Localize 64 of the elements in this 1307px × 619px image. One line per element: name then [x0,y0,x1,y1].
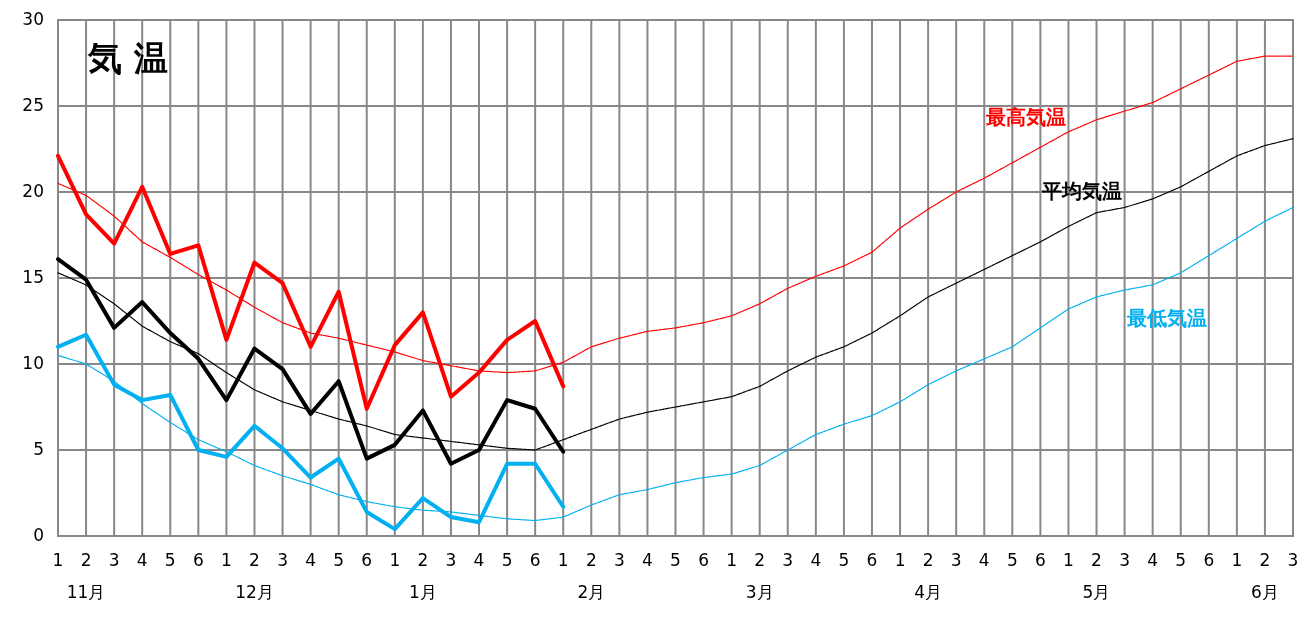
x-tick-label: 3 [108,550,120,570]
x-tick-label: 1 [726,550,738,570]
y-tick-label: 20 [22,181,44,201]
text: 3月 [745,582,774,602]
x-tick-label: 6 [1203,550,1215,570]
x-tick-label: 4 [136,550,148,570]
x-tick-label: 4 [642,550,653,570]
x-tick-label: 4 [1147,550,1159,570]
x-tick-label: 6 [1034,550,1046,570]
x-tick-label: 3 [445,550,457,570]
x-tick-label: 2 [585,550,597,570]
y-tick-label: 10 [22,353,44,373]
x-tick-label: 1 [221,550,232,570]
y-tick-label: 5 [33,439,44,459]
x-tick-label: 1 [1063,550,1074,570]
y-tick-label: 25 [22,95,44,115]
x-tick-label: 4 [810,550,822,570]
text: 2月 [577,582,606,602]
x-tick-label: 6 [361,550,373,570]
x-tick-label: 4 [978,550,990,570]
x-tick-label: 4 [473,550,485,570]
y-tick-label: 15 [22,267,44,287]
x-tick-label: 6 [698,550,709,570]
x-tick-label: 5 [333,550,345,570]
x-tick-label: 3 [613,550,625,570]
series-label: 最高気温 [985,104,1067,129]
x-tick-label: 2 [417,550,429,570]
x-tick-label: 1 [557,550,569,570]
x-tick-label: 2 [249,550,260,570]
text: 5月 [1082,582,1111,602]
text: 1月 [408,582,437,602]
y-tick-label: 0 [33,525,44,545]
series-label: 平均気温 [1041,178,1123,203]
x-tick-label: 6 [192,550,204,570]
text: 12月 [235,582,274,602]
x-tick-label: 1 [389,550,401,570]
x-tick-label: 3 [277,550,288,570]
x-tick-label: 5 [501,550,513,570]
x-tick-label: 5 [164,550,176,570]
text: 気 温 [87,38,168,78]
x-tick-label: 2 [1259,550,1271,570]
x-tick-label: 1 [1231,550,1243,570]
x-tick-label: 1 [894,550,906,570]
x-tick-label: 1 [52,550,64,570]
x-tick-label: 5 [1006,550,1018,570]
x-tick-label: 2 [754,550,766,570]
x-tick-label: 5 [838,550,850,570]
x-tick-label: 3 [950,550,962,570]
x-tick-label: 6 [529,550,541,570]
y-tick-label: 30 [22,9,44,29]
text: 11月 [66,582,106,602]
text: 6月 [1251,582,1279,602]
x-tick-label: 3 [1287,550,1299,570]
x-tick-label: 6 [866,550,878,570]
x-tick-label: 5 [670,550,681,570]
x-tick-label: 2 [922,550,934,570]
x-tick-label: 2 [80,550,92,570]
x-tick-label: 4 [305,550,317,570]
x-tick-label: 2 [1091,550,1102,570]
text: 4月 [914,582,943,602]
x-tick-label: 3 [782,550,794,570]
x-tick-label: 5 [1175,550,1187,570]
x-tick-label: 3 [1119,550,1131,570]
series-label: 最低気温 [1125,305,1207,330]
